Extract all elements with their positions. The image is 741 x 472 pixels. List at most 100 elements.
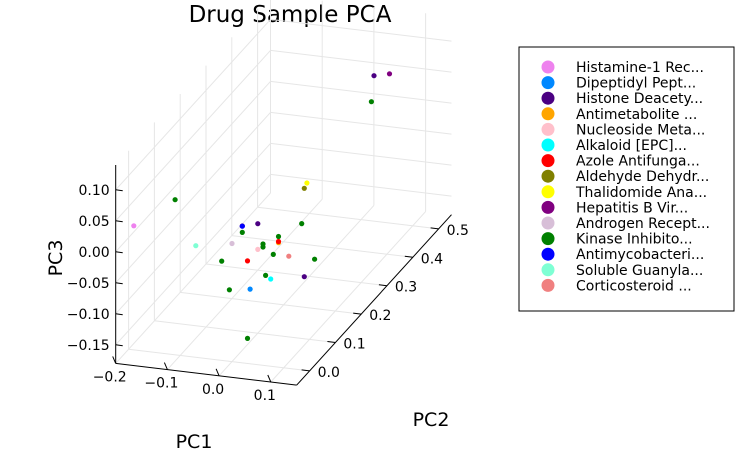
y-tick-label: 0.5 (447, 223, 469, 239)
grid-backwall-z (270, 173, 452, 197)
grid-floor-y (205, 263, 387, 287)
data-point (286, 253, 292, 259)
data-point (301, 274, 307, 280)
legend-label: Azole Antifunga... (576, 154, 700, 170)
data-point (260, 241, 266, 247)
legend-marker (541, 107, 555, 121)
legend-label: Thalidomide Ana... (575, 185, 707, 201)
grid-floor-x (115, 192, 271, 364)
legend-label: Kinase Inhibito... (576, 232, 693, 248)
grid-backwall-z (270, 49, 452, 73)
data-point (386, 71, 393, 77)
y-tick-mark (327, 341, 336, 343)
data-point (312, 256, 318, 262)
grid-floor-y (231, 235, 413, 258)
y-tick-label: 0.1 (343, 337, 365, 353)
z-tick-mark (115, 189, 123, 192)
grid-floor-y (180, 291, 362, 315)
y-tick-mark (353, 312, 362, 315)
y-tick-mark (301, 369, 310, 372)
data-point (301, 185, 307, 191)
legend-label: Histone Deacety... (576, 91, 703, 107)
legend-marker (541, 263, 555, 277)
legend-label: Androgen Recept... (576, 216, 710, 232)
z-tick-mark (115, 344, 123, 347)
z-tick-label: −0.05 (67, 276, 110, 292)
legend-marker (541, 122, 555, 136)
legend-box (518, 46, 735, 312)
data-point (368, 99, 374, 105)
data-point (226, 287, 232, 293)
data-point (270, 251, 276, 257)
x-tick-mark (163, 362, 168, 370)
legend-label: Nucleoside Meta... (576, 122, 705, 138)
y-tick-label: 0.4 (421, 251, 443, 267)
data-point (193, 243, 199, 249)
data-point (244, 258, 251, 264)
legend-marker (541, 76, 555, 90)
y-tick-label: 0.2 (369, 308, 391, 324)
grid-floor-y (257, 206, 439, 230)
z-tick-mark (115, 251, 123, 254)
data-point (244, 335, 251, 341)
data-point (263, 272, 269, 278)
grid-backwall-z (270, 111, 452, 135)
data-point (172, 197, 178, 203)
grid-sidewall-z (115, 50, 271, 222)
data-point (239, 229, 245, 235)
legend-marker (541, 232, 555, 246)
axis-lines (112, 165, 452, 386)
legend-marker (541, 247, 555, 261)
z-tick-label: 0.00 (79, 245, 110, 261)
grid-floor-x (167, 198, 323, 370)
y-tick-mark (430, 227, 439, 230)
y-tick-label: 0.3 (395, 280, 417, 296)
x-tick-label: −0.2 (93, 369, 127, 385)
tick-labels: −0.2 −0.1 0.0 0.10.00.10.20.30.40.50.100.05… (67, 183, 469, 404)
x-tick-label: −0.1 (144, 376, 178, 392)
legend-label: Histamine-1 Rec... (576, 60, 704, 76)
data-point (299, 221, 305, 227)
y-tick-mark (378, 284, 387, 287)
legend-marker (541, 138, 555, 152)
grid-sidewall-z (115, 143, 271, 315)
z-tick-label: −0.10 (67, 307, 110, 323)
grid-backwall-z (270, 80, 452, 104)
legend-label: Antimetabolite ... (576, 107, 697, 123)
legend-marker (541, 154, 555, 168)
x-tick-label: 0.1 (254, 388, 276, 404)
legend-label: Soluble Guanyla... (576, 263, 703, 279)
legend-marker (541, 200, 555, 214)
legend-marker (541, 278, 555, 292)
y-axis-label: PC2 (413, 409, 450, 431)
x-tick-mark (215, 368, 220, 376)
z-tick-label: −0.15 (67, 338, 110, 354)
z-tick-mark (115, 220, 123, 223)
data-point (275, 233, 282, 240)
data-point (275, 238, 282, 245)
data-point (247, 286, 253, 292)
data-point (131, 223, 137, 229)
legend-label: Hepatitis B Vir... (576, 200, 688, 216)
data-point (255, 221, 261, 227)
y-tick-label: 0.0 (318, 365, 340, 381)
data-point (304, 180, 310, 186)
y-tick-mark (404, 255, 413, 258)
legend-label: Dipeptidyl Pept... (576, 76, 696, 92)
x-axis-label: PC1 (176, 431, 213, 453)
grid-sidewall-z (115, 19, 271, 191)
grid-floor-x (218, 205, 375, 377)
z-tick-label: 0.10 (79, 183, 110, 199)
grid-floor-y (128, 348, 310, 372)
legend-marker (541, 216, 555, 230)
x-tick-mark (112, 356, 117, 364)
z-tick-mark (115, 313, 123, 316)
data-point (219, 258, 225, 264)
legend-label: Corticosteroid ... (576, 278, 692, 294)
grid-backwall-z (270, 18, 452, 42)
legend-marker (541, 185, 555, 199)
x-tick-mark (267, 374, 272, 383)
y-axis-line (296, 214, 452, 386)
legend-marker (541, 60, 555, 74)
